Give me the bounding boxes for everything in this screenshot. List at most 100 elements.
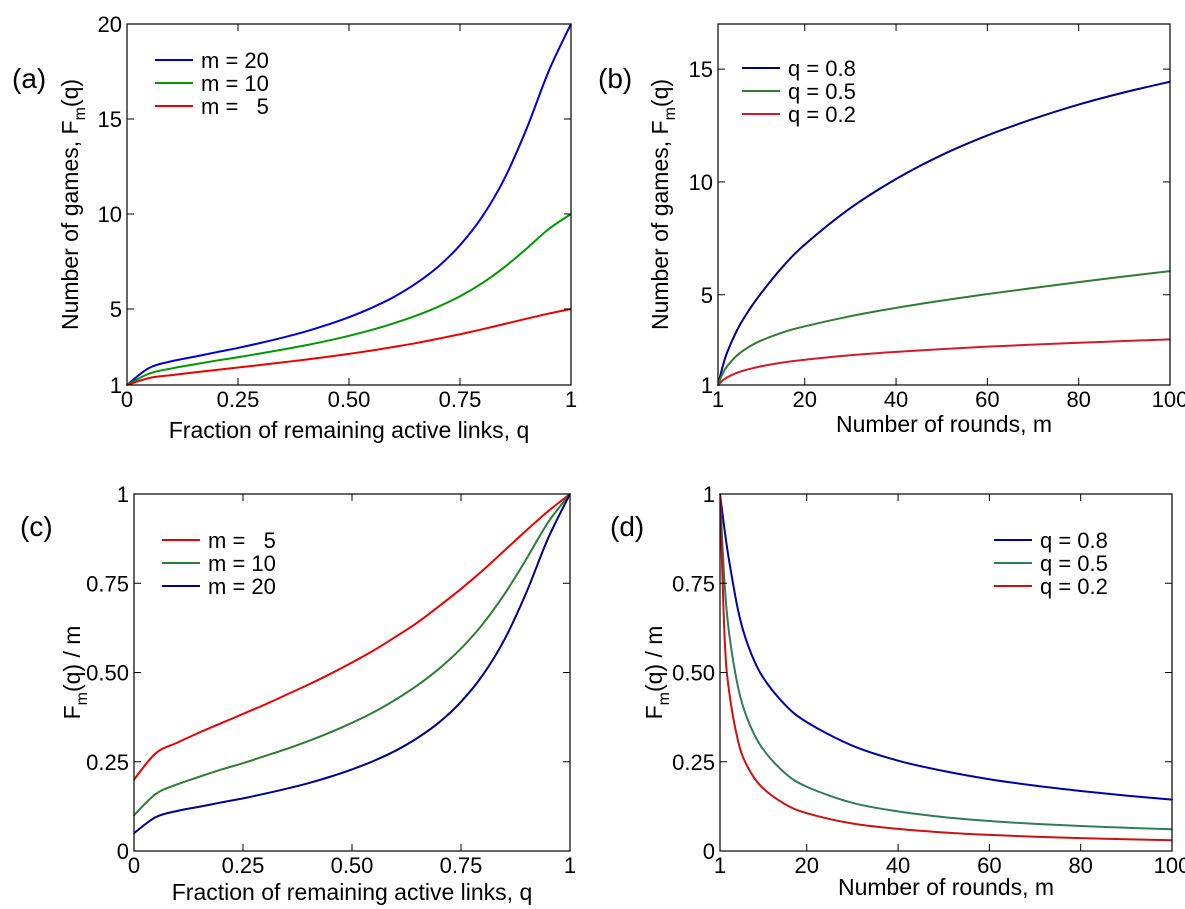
x-tick-label: 80 [1066, 387, 1090, 412]
y-tick-label: 20 [98, 12, 122, 37]
data-point [176, 783, 179, 786]
data-point [1077, 281, 1080, 283]
data-point [728, 690, 730, 693]
data-point [1079, 790, 1082, 792]
legend-label: m = 20 [201, 48, 269, 73]
data-point [525, 529, 528, 532]
data-point [1032, 118, 1034, 120]
y-axis-label-main: F [641, 705, 667, 719]
data-point [198, 805, 201, 808]
data-point [215, 359, 217, 362]
series-line-q-0-5 [718, 270, 1170, 385]
data-point [1077, 103, 1080, 106]
data-point [348, 316, 350, 318]
x-tick-label: 0.25 [222, 853, 265, 878]
data-point [303, 358, 306, 361]
data-point [1079, 825, 1082, 827]
data-point [460, 647, 462, 650]
data-point [437, 338, 439, 340]
data-point [482, 569, 484, 572]
y-axis-label-subscript: m [656, 692, 673, 705]
data-point [726, 351, 728, 354]
x-tick-label: 40 [886, 853, 910, 878]
data-point [414, 315, 417, 317]
data-point [803, 325, 806, 328]
data-point [1123, 340, 1126, 342]
data-point [744, 369, 747, 371]
data-point [351, 722, 353, 724]
data-point [746, 718, 749, 720]
legend-label: q = 0.5 [788, 79, 856, 104]
legend: m = 20m = 10m = 5 [155, 48, 269, 119]
data-point [988, 834, 991, 836]
x-tick-label: 0.50 [331, 853, 374, 878]
x-axis-label: Number of rounds, m [838, 874, 1054, 900]
data-point [148, 377, 150, 379]
data-point [723, 636, 726, 638]
data-point [986, 134, 989, 137]
x-tick-label: 1 [712, 387, 724, 412]
data-point [373, 649, 375, 652]
data-point [176, 810, 179, 812]
data-point [198, 731, 201, 734]
data-point [482, 623, 484, 625]
series-line-q-0-8 [720, 494, 1172, 801]
x-axis-label: Number of rounds, m [836, 411, 1052, 437]
data-point [758, 295, 760, 297]
data-point [176, 741, 179, 744]
data-point [348, 334, 350, 337]
legend-label: m = 5 [208, 528, 276, 553]
plot-frame [126, 23, 572, 386]
data-point [805, 721, 808, 723]
data-point [281, 348, 284, 351]
plot-frame [717, 23, 1171, 386]
data-point [192, 356, 195, 358]
data-point [285, 693, 288, 696]
panel-c: 0 0.25 0.50 0.75 1 0 0.25 0.50 0.75 1 Fraction of … [20, 482, 576, 905]
data-point [525, 317, 528, 320]
data-point [237, 366, 239, 369]
legend-label: m = 10 [201, 71, 269, 96]
data-point [373, 760, 375, 762]
data-point [988, 820, 991, 822]
x-tick-label: 40 [884, 387, 908, 412]
data-point [259, 342, 262, 344]
data-point [394, 749, 397, 752]
data-point [481, 282, 484, 284]
series-line-m-10 [134, 494, 570, 817]
y-axis-label-rest: (q) [57, 79, 83, 107]
data-point [264, 703, 266, 706]
x-tick-label: 1 [714, 853, 726, 878]
data-point [986, 345, 989, 348]
data-point [851, 744, 854, 747]
data-point [1079, 837, 1082, 839]
y-tick-label: 0.50 [672, 661, 715, 686]
data-point [307, 782, 310, 784]
plot-frame [133, 493, 571, 852]
data-point [942, 831, 945, 834]
x-tick-label: 60 [977, 853, 1001, 878]
y-axis-label: Number of games, Fm(q) [647, 79, 679, 330]
y-axis-label-subscript: m [72, 107, 89, 120]
series-line-q-0-8 [718, 80, 1170, 385]
data-point [940, 348, 943, 350]
y-axis-label-main: F [59, 705, 85, 719]
legend: q = 0.8q = 0.5q = 0.2 [742, 56, 856, 127]
data-point [392, 322, 395, 325]
data-point [548, 312, 550, 315]
data-point [438, 605, 441, 607]
series-line-m-10 [127, 213, 571, 385]
x-tick-label: 0 [121, 387, 133, 412]
data-point [525, 591, 528, 594]
data-point [326, 340, 328, 342]
data-point [735, 372, 738, 374]
data-point [849, 315, 852, 317]
data-point [416, 621, 419, 624]
y-tick-label: 10 [689, 170, 713, 195]
data-point [392, 346, 395, 348]
series-line-q-0-2 [718, 338, 1170, 385]
data-point [525, 247, 528, 250]
data-point [942, 770, 945, 772]
data-point [547, 510, 549, 512]
